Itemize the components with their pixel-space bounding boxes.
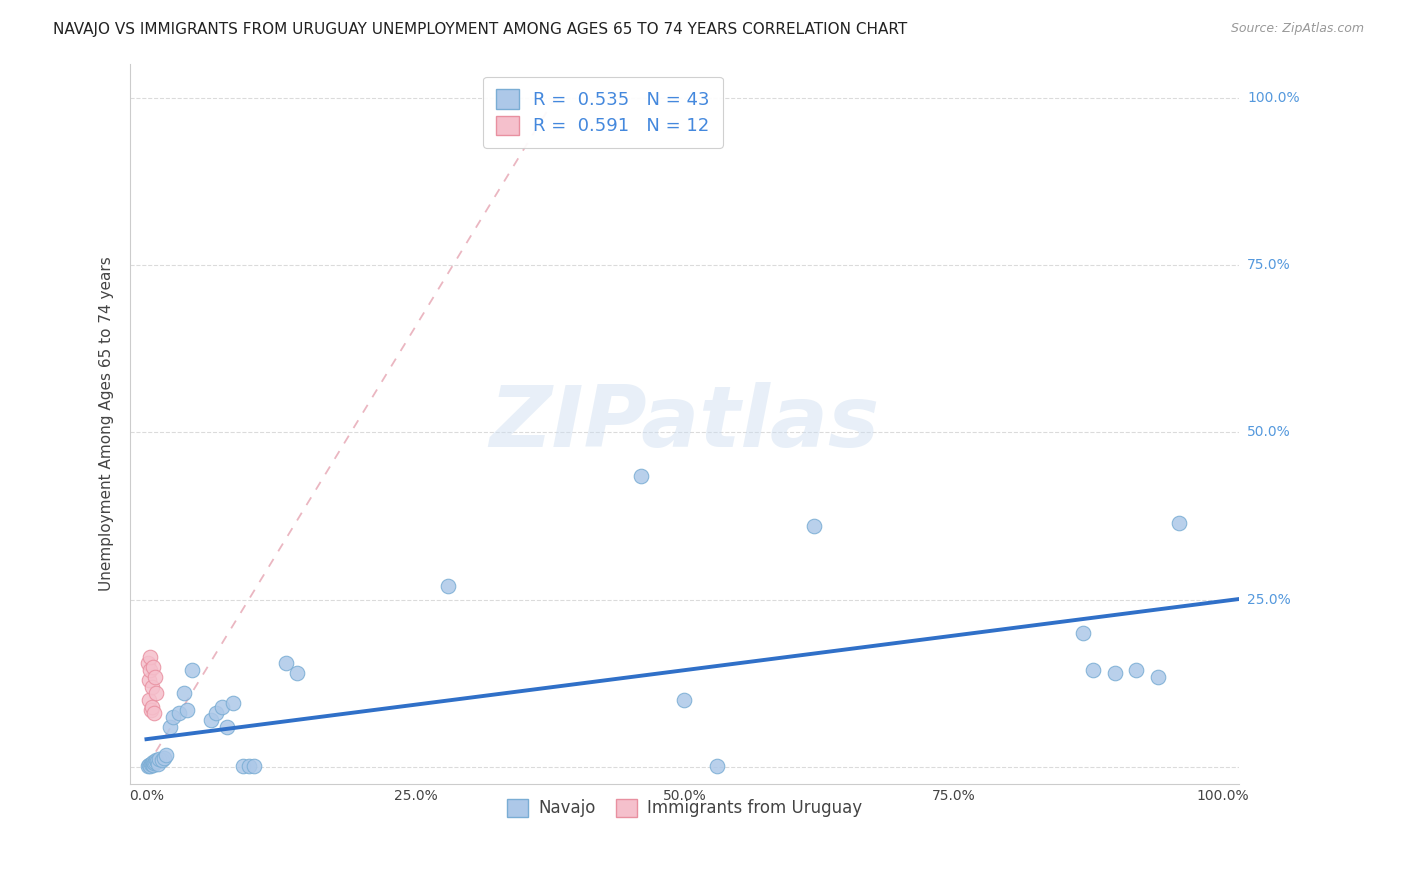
Point <box>150 753 173 767</box>
Point <box>630 468 652 483</box>
Point <box>145 686 167 700</box>
Text: 75.0%: 75.0% <box>1247 258 1291 272</box>
Point <box>141 699 163 714</box>
Point <box>145 753 167 767</box>
Text: Source: ZipAtlas.com: Source: ZipAtlas.com <box>1230 22 1364 36</box>
Point <box>143 670 166 684</box>
Point <box>142 758 165 772</box>
Point <box>238 759 260 773</box>
Point <box>138 649 160 664</box>
Point <box>803 519 825 533</box>
Text: 25.0%: 25.0% <box>1247 592 1291 607</box>
Point <box>138 663 160 677</box>
Point <box>180 663 202 677</box>
Point <box>152 750 174 764</box>
Point <box>1147 670 1170 684</box>
Y-axis label: Unemployment Among Ages 65 to 74 years: Unemployment Among Ages 65 to 74 years <box>100 257 114 591</box>
Point <box>146 754 169 768</box>
Point <box>217 720 239 734</box>
Point <box>142 756 165 770</box>
Point <box>143 706 166 721</box>
Point <box>139 703 162 717</box>
Point <box>1104 666 1126 681</box>
Text: ZIPatlas: ZIPatlas <box>489 383 880 466</box>
Point <box>141 680 163 694</box>
Point <box>221 697 243 711</box>
Point <box>139 756 162 771</box>
Point <box>141 757 163 772</box>
Point <box>436 579 458 593</box>
Point <box>285 666 308 681</box>
Point <box>136 758 159 772</box>
Point <box>232 759 254 773</box>
Point <box>148 756 170 771</box>
Point <box>136 657 159 671</box>
Point <box>706 759 728 773</box>
Point <box>138 693 160 707</box>
Point <box>142 659 165 673</box>
Point <box>148 752 170 766</box>
Point <box>1071 626 1094 640</box>
Text: 100.0%: 100.0% <box>1247 90 1299 104</box>
Point <box>211 699 233 714</box>
Point <box>1168 516 1191 530</box>
Point <box>173 686 195 700</box>
Point <box>138 759 160 773</box>
Point <box>138 758 160 772</box>
Point <box>143 756 166 770</box>
Text: 50.0%: 50.0% <box>1247 425 1291 439</box>
Text: NAVAJO VS IMMIGRANTS FROM URUGUAY UNEMPLOYMENT AMONG AGES 65 TO 74 YEARS CORRELA: NAVAJO VS IMMIGRANTS FROM URUGUAY UNEMPL… <box>53 22 908 37</box>
Point <box>167 706 190 721</box>
Point <box>276 657 298 671</box>
Point <box>155 747 177 762</box>
Point <box>138 673 160 687</box>
Legend: Navajo, Immigrants from Uruguay: Navajo, Immigrants from Uruguay <box>498 790 870 826</box>
Point <box>205 706 228 721</box>
Point <box>243 759 266 773</box>
Point <box>176 703 198 717</box>
Point <box>1125 663 1147 677</box>
Point <box>159 720 181 734</box>
Point <box>143 755 166 769</box>
Point <box>673 693 696 707</box>
Point <box>200 713 222 727</box>
Point <box>162 710 184 724</box>
Point <box>1083 663 1105 677</box>
